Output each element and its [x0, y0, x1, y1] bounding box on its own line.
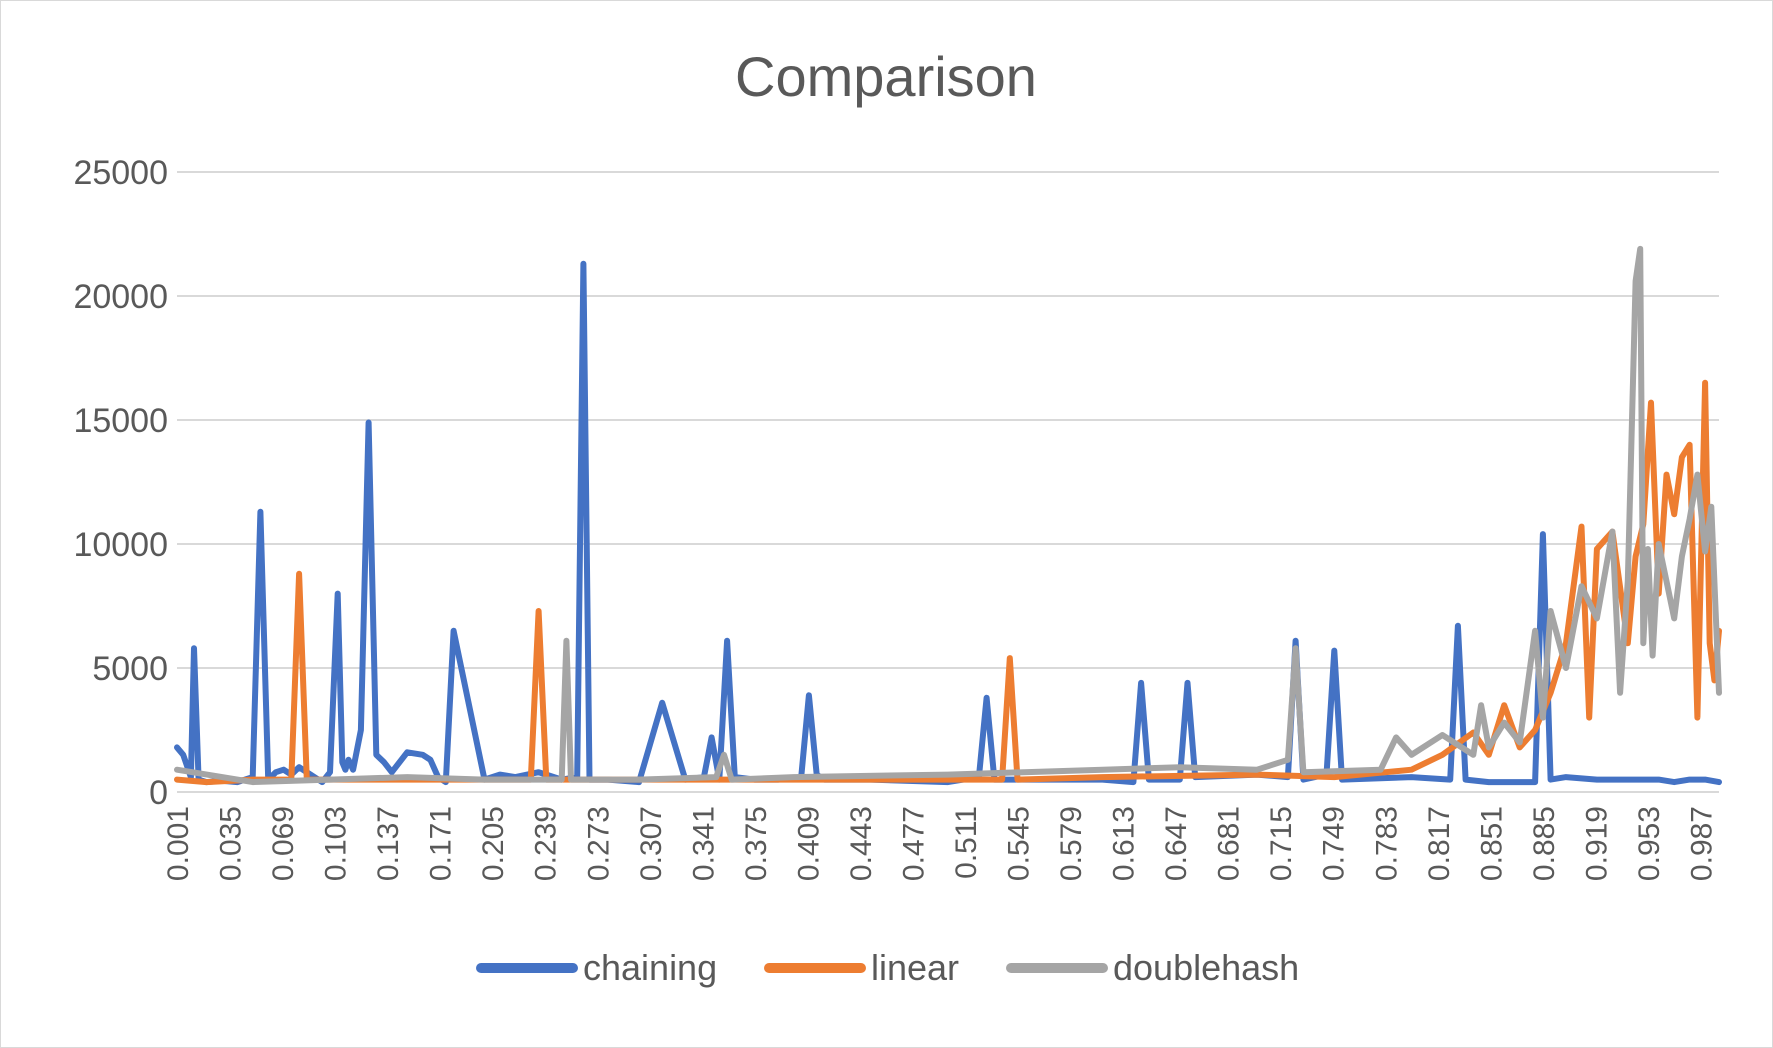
- x-tick-label: 0.545: [1003, 806, 1036, 881]
- x-axis-ticks: 0.001 0.035 0.069 0.103 0.137 0.171 0.205 0.239…: [162, 806, 1718, 881]
- legend-label-doublehash: doublehash: [1113, 947, 1299, 988]
- x-tick-label: 0.987: [1685, 806, 1718, 881]
- x-tick-label: 0.069: [267, 806, 300, 881]
- x-tick-label: 0.715: [1265, 806, 1298, 881]
- y-tick-label: 25000: [73, 154, 168, 192]
- chart-title: Comparison: [735, 45, 1037, 108]
- x-tick-label: 0.477: [897, 806, 930, 881]
- x-tick-label: 0.749: [1318, 806, 1351, 881]
- series-lines: [174, 245, 1722, 786]
- series-line-chaining: [174, 260, 1722, 786]
- x-tick-label: 0.443: [845, 806, 878, 881]
- legend-label-chaining: chaining: [583, 947, 717, 988]
- y-tick-label: 5000: [92, 650, 168, 688]
- x-tick-label: 0.681: [1213, 806, 1246, 881]
- legend-label-linear: linear: [871, 947, 959, 988]
- x-tick-label: 0.953: [1633, 806, 1666, 881]
- x-tick-label: 0.103: [320, 806, 353, 881]
- y-tick-label: 15000: [73, 402, 168, 440]
- x-tick-label: 0.851: [1475, 806, 1508, 881]
- x-tick-label: 0.579: [1055, 806, 1088, 881]
- series-line-linear: [174, 379, 1722, 786]
- x-tick-label: 0.273: [582, 806, 615, 881]
- x-tick-label: 0.647: [1160, 806, 1193, 881]
- x-tick-label: 0.171: [425, 806, 458, 881]
- x-tick-label: 0.307: [635, 806, 668, 881]
- x-tick-label: 0.817: [1423, 806, 1456, 881]
- x-tick-label: 0.137: [372, 806, 405, 881]
- x-tick-label: 0.885: [1528, 806, 1561, 881]
- y-tick-label: 20000: [73, 278, 168, 316]
- x-tick-label: 0.375: [740, 806, 773, 881]
- y-axis-ticks: 0 5000 10000 15000 20000 25000: [73, 154, 168, 812]
- x-tick-label: 0.341: [687, 806, 720, 881]
- series-line-doublehash: [174, 245, 1722, 786]
- x-tick-label: 0.205: [477, 806, 510, 881]
- x-tick-label: 0.511: [950, 806, 983, 879]
- x-tick-label: 0.239: [530, 806, 563, 881]
- x-tick-label: 0.613: [1108, 806, 1141, 881]
- legend: chaining linear doublehash: [476, 947, 1299, 988]
- x-tick-label: 0.919: [1580, 806, 1613, 881]
- x-tick-label: 0.035: [215, 806, 248, 881]
- gridlines: [177, 171, 1719, 793]
- x-tick-label: 0.783: [1370, 806, 1403, 881]
- y-tick-label: 10000: [73, 526, 168, 564]
- x-tick-label: 0.001: [162, 806, 195, 881]
- y-tick-label: 0: [149, 774, 168, 812]
- x-tick-label: 0.409: [792, 806, 825, 881]
